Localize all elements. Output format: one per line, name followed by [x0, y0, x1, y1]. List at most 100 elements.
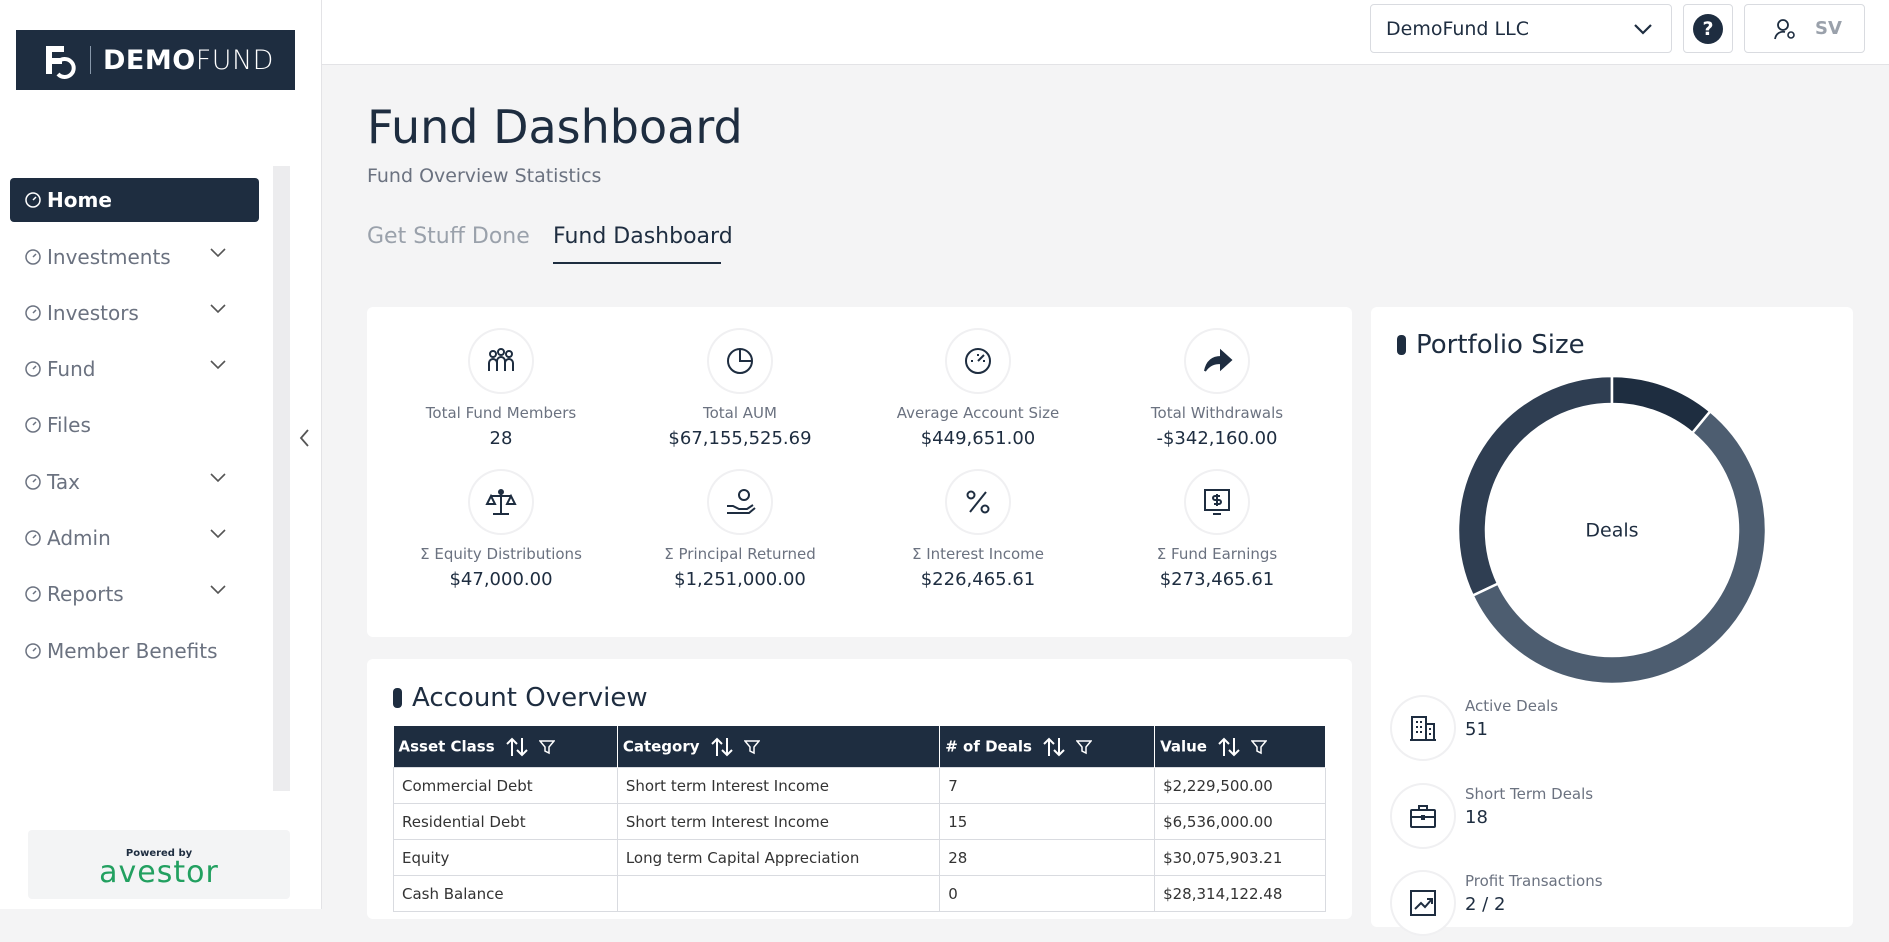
- stat-icon-circle: [470, 471, 532, 533]
- nav-label: Files: [47, 413, 91, 437]
- portfolio-stat: Active Deals 51: [1392, 697, 1812, 767]
- stat-value: $67,155,525.69: [668, 428, 812, 449]
- user-menu[interactable]: SV: [1744, 4, 1865, 53]
- stat: Σ Interest Income $226,465.61: [858, 471, 1098, 590]
- portfolio-stat: Short Term Deals 18: [1392, 785, 1812, 855]
- stat-icon-circle: [709, 471, 771, 533]
- stat-label: Total Withdrawals: [1150, 404, 1284, 422]
- logo[interactable]: DEMOFUND: [16, 30, 295, 90]
- stat-icon: [1410, 716, 1436, 741]
- nav-item[interactable]: Reports: [10, 572, 259, 616]
- donut-chart: Deals: [1456, 374, 1768, 686]
- table-cell: $28,314,122.48: [1154, 875, 1326, 912]
- section-heading: Portfolio Size: [1397, 330, 1585, 360]
- stat: Total AUM $67,155,525.69: [620, 330, 860, 449]
- logo-text: DEMO: [103, 44, 196, 76]
- stat-icon: [1204, 489, 1230, 515]
- table-cell: Short term Interest Income: [616, 767, 941, 804]
- sort-icon[interactable]: [1042, 736, 1066, 758]
- filter-icon[interactable]: [742, 739, 761, 755]
- column-header[interactable]: Category: [617, 726, 941, 768]
- stat-label: Σ Principal Returned: [664, 545, 816, 563]
- nav-label: Reports: [47, 582, 124, 606]
- table-row: Commercial Debt Short term Interest Incom…: [393, 767, 1326, 804]
- nav-label: Member Benefits: [47, 639, 218, 663]
- table-cell: 0: [939, 875, 1156, 912]
- stat: Average Account Size $449,651.00: [858, 330, 1098, 449]
- filter-icon[interactable]: [1075, 739, 1093, 755]
- nav-label: Investments: [47, 245, 171, 269]
- nav-item[interactable]: Tax: [10, 460, 259, 504]
- chevron: [210, 248, 226, 258]
- sort-icon[interactable]: [710, 736, 734, 758]
- stat-value: 28: [489, 428, 513, 449]
- page-subtitle: Fund Overview Statistics: [367, 165, 602, 187]
- tab-underline: [553, 262, 721, 264]
- stat-icon-circle: [470, 330, 532, 392]
- nav-item[interactable]: Member Benefits: [10, 629, 259, 673]
- stat-icon: [966, 490, 990, 514]
- column-header[interactable]: Asset Class: [393, 726, 618, 768]
- stat-label: Short Term Deals: [1465, 785, 1594, 803]
- nav-icon: [25, 643, 41, 659]
- stat: Σ Principal Returned $1,251,000.00: [620, 471, 860, 590]
- brand: avestor: [99, 855, 219, 890]
- stat-icon: [1410, 890, 1436, 916]
- stat-icon: [488, 348, 514, 371]
- table-cell: $2,229,500.00: [1154, 767, 1326, 804]
- powered-by-label: Powered by: [125, 848, 193, 859]
- chevron: [210, 585, 226, 595]
- table-cell: Cash Balance: [393, 875, 618, 912]
- stat-icon-circle: [1392, 872, 1454, 934]
- powered-by[interactable]: Powered by avestor: [28, 830, 290, 899]
- nav-item[interactable]: Investors: [10, 291, 259, 335]
- nav-icon: [25, 361, 41, 377]
- collapse-button[interactable]: [298, 428, 312, 448]
- stat-icon-circle: [709, 330, 771, 392]
- tab-active[interactable]: Fund Dashboard: [553, 224, 733, 249]
- sort-icon[interactable]: [505, 736, 529, 758]
- company-select[interactable]: DemoFund LLC: [1370, 4, 1672, 53]
- stat-icon: [965, 348, 991, 374]
- stat-label: Σ Fund Earnings: [1156, 545, 1278, 563]
- nav-item[interactable]: Admin: [10, 516, 259, 560]
- nav-icon: [25, 586, 41, 602]
- section-title: Account Overview: [412, 683, 648, 713]
- donut-segment[interactable]: [1610, 374, 1712, 435]
- column-header[interactable]: # of Deals: [939, 726, 1156, 768]
- help-button[interactable]: ?: [1683, 4, 1733, 53]
- donut-segment[interactable]: [1470, 409, 1768, 686]
- stat-value: 51: [1465, 719, 1488, 740]
- nav-icon: [25, 305, 41, 321]
- column-header[interactable]: Value: [1154, 726, 1326, 768]
- column-title: Value: [1160, 737, 1207, 755]
- stat-icon: [1204, 348, 1233, 372]
- stat-label: Total AUM: [703, 404, 777, 422]
- portfolio-stat: Profit Transactions 2 / 2: [1392, 872, 1812, 942]
- donut-segment[interactable]: [1456, 374, 1614, 598]
- stat: Σ Equity Distributions $47,000.00: [381, 471, 621, 590]
- table-cell: 28: [939, 839, 1156, 876]
- nav-item[interactable]: Files: [10, 403, 259, 447]
- table-cell: Residential Debt: [393, 803, 618, 840]
- table-cell: [616, 875, 941, 912]
- nav-label: Home: [47, 188, 112, 212]
- nav-icon: [25, 417, 41, 433]
- table-cell: $30,075,903.21: [1154, 839, 1326, 876]
- table-cell: Long term Capital Appreciation: [616, 839, 941, 876]
- nav-item[interactable]: Fund: [10, 347, 259, 391]
- stat-label: Profit Transactions: [1465, 872, 1603, 890]
- nav-item[interactable]: Home: [10, 178, 259, 222]
- table-row: Residential Debt Short term Interest Inco…: [393, 803, 1326, 840]
- table-cell: 7: [939, 767, 1156, 804]
- chart-title: Portfolio Size: [1416, 330, 1585, 360]
- chevron: [210, 529, 226, 539]
- sort-icon[interactable]: [1217, 736, 1241, 758]
- scrollbar[interactable]: [273, 166, 290, 791]
- filter-icon[interactable]: [1250, 739, 1268, 755]
- tab[interactable]: Get Stuff Done: [367, 224, 530, 249]
- filter-icon[interactable]: [538, 739, 556, 755]
- section-heading: Account Overview: [393, 683, 648, 713]
- nav-item[interactable]: Investments: [10, 235, 259, 279]
- column-title: Asset Class: [398, 737, 495, 755]
